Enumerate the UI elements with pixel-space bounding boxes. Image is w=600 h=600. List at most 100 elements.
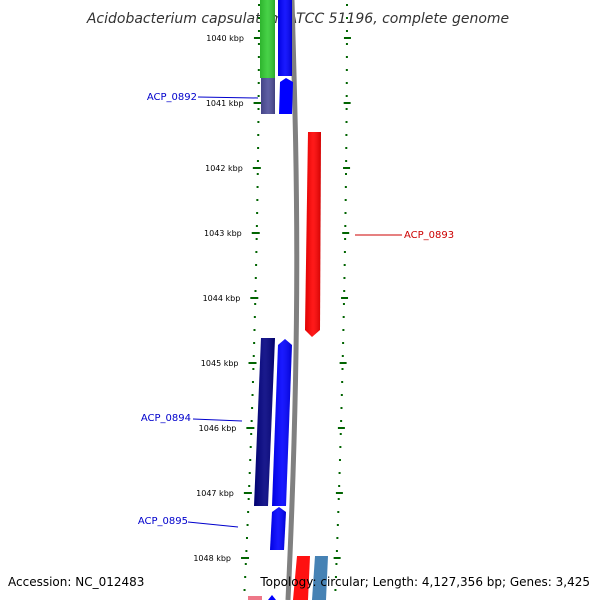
minor-tick xyxy=(343,264,346,266)
gene-acp-0894-shade xyxy=(254,338,275,506)
minor-tick xyxy=(257,69,260,71)
gene-block-green xyxy=(260,0,275,78)
minor-tick xyxy=(345,147,348,149)
minor-tick xyxy=(345,4,348,6)
minor-tick xyxy=(345,56,348,58)
minor-tick xyxy=(345,108,348,110)
minor-tick xyxy=(338,472,341,474)
gene-block-blue-bottom xyxy=(268,595,276,600)
minor-tick xyxy=(256,199,259,201)
gene-acp-0893-shade xyxy=(305,132,321,337)
minor-tick xyxy=(345,30,348,32)
gene-block-steel-bottom xyxy=(312,556,328,600)
inner-tick-track xyxy=(241,4,262,591)
minor-tick xyxy=(249,446,252,448)
minor-tick xyxy=(257,147,260,149)
minor-tick xyxy=(253,316,256,318)
major-tick xyxy=(243,492,252,494)
minor-tick xyxy=(244,563,247,565)
minor-tick xyxy=(255,251,258,253)
minor-tick xyxy=(254,303,257,305)
minor-tick xyxy=(343,251,346,253)
minor-tick xyxy=(245,550,248,552)
label-acp-0893[interactable]: ACP_0893 xyxy=(404,230,454,241)
minor-tick xyxy=(255,225,258,227)
minor-tick xyxy=(335,563,338,565)
minor-tick xyxy=(344,199,347,201)
major-tick xyxy=(241,557,250,559)
minor-tick xyxy=(257,95,260,97)
minor-tick xyxy=(343,277,346,279)
gene-labels: ACP_0892 ACP_0893 ACP_0894 ACP_0895 xyxy=(138,92,454,528)
minor-tick xyxy=(257,108,260,110)
minor-tick xyxy=(246,524,249,526)
minor-tick xyxy=(345,121,348,123)
scale-label: 1040 kbp xyxy=(206,34,244,43)
minor-tick xyxy=(257,30,260,32)
minor-tick xyxy=(344,238,347,240)
minor-tick xyxy=(345,69,348,71)
scale-label: 1045 kbp xyxy=(201,359,239,368)
minor-tick xyxy=(249,459,252,461)
label-acp-0894[interactable]: ACP_0894 xyxy=(141,413,191,424)
minor-tick xyxy=(334,589,337,591)
major-tick xyxy=(252,167,261,169)
scale-label: 1047 kbp xyxy=(196,489,234,498)
major-tick xyxy=(343,167,351,169)
minor-tick xyxy=(336,524,339,526)
minor-tick xyxy=(337,511,340,513)
minor-tick xyxy=(257,121,260,123)
minor-tick xyxy=(252,368,255,370)
minor-tick xyxy=(247,511,250,513)
major-tick xyxy=(339,362,347,364)
label-acp-0895[interactable]: ACP_0895 xyxy=(138,516,188,527)
minor-tick xyxy=(336,537,339,539)
minor-tick xyxy=(342,316,345,318)
label-acp-0892[interactable]: ACP_0892 xyxy=(147,92,197,103)
minor-tick xyxy=(340,394,343,396)
minor-tick xyxy=(342,303,345,305)
minor-tick xyxy=(345,82,348,84)
minor-tick xyxy=(257,17,260,19)
minor-tick xyxy=(340,407,343,409)
minor-tick xyxy=(345,95,348,97)
outer-tick-track xyxy=(333,4,351,591)
minor-tick xyxy=(339,446,342,448)
minor-tick xyxy=(341,368,344,370)
scale-label: 1043 kbp xyxy=(204,229,242,238)
minor-tick xyxy=(345,17,348,19)
major-tick xyxy=(253,37,262,39)
scale-label: 1044 kbp xyxy=(203,294,241,303)
minor-tick xyxy=(257,4,260,6)
minor-tick xyxy=(257,82,260,84)
major-tick xyxy=(246,427,255,429)
major-tick xyxy=(253,102,262,104)
minor-tick xyxy=(247,498,250,500)
major-tick xyxy=(248,362,257,364)
minor-tick xyxy=(250,420,253,422)
major-tick xyxy=(343,102,351,104)
minor-tick xyxy=(344,225,347,227)
minor-tick xyxy=(342,342,345,344)
minor-tick xyxy=(340,420,343,422)
minor-tick xyxy=(338,485,341,487)
genome-backbone xyxy=(285,0,300,600)
minor-tick xyxy=(341,355,344,357)
major-tick xyxy=(342,232,350,234)
minor-tick xyxy=(257,134,260,136)
minor-tick xyxy=(253,329,256,331)
minor-tick xyxy=(251,394,254,396)
minor-tick xyxy=(345,173,348,175)
scale-label: 1041 kbp xyxy=(206,99,244,108)
major-tick xyxy=(341,297,349,299)
minor-tick xyxy=(243,589,246,591)
minor-tick xyxy=(244,576,247,578)
gene-arrow-blue-shade xyxy=(272,339,292,506)
minor-tick xyxy=(345,43,348,45)
leader-line-acp-0894 xyxy=(192,418,243,422)
minor-tick xyxy=(248,485,251,487)
minor-tick xyxy=(341,381,344,383)
minor-tick xyxy=(256,212,259,214)
gene-block-purple xyxy=(261,78,275,114)
